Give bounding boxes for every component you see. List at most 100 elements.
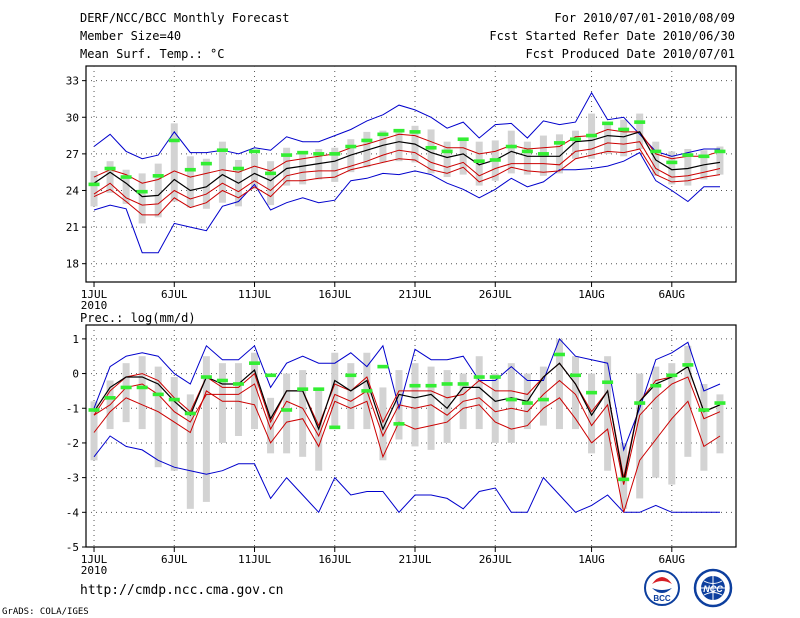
ensemble-box	[395, 130, 403, 162]
observation-marker	[537, 152, 549, 156]
variable-label-bottom: Prec.: log(mm/d)	[80, 311, 196, 325]
ensemble-box	[106, 161, 114, 193]
observation-marker	[521, 401, 533, 405]
observation-marker	[553, 352, 565, 357]
precipitation-plot-frame	[85, 324, 737, 548]
observation-marker	[361, 138, 373, 143]
y-tick-label: -4	[66, 506, 80, 519]
observation-marker	[184, 411, 196, 416]
observation-marker	[666, 160, 678, 165]
x-tick-label: 6AUG	[659, 553, 686, 566]
member-size: Member Size=40	[80, 29, 181, 43]
series-line-mean	[93, 362, 721, 482]
ensemble-box	[122, 363, 130, 423]
x-tick-label: 21JUL	[398, 288, 431, 301]
ensemble-box	[716, 146, 724, 175]
observation-marker	[88, 408, 100, 412]
x-tick-label: 6AUG	[659, 288, 686, 301]
temperature-lines	[93, 91, 721, 254]
ensemble-box	[122, 169, 130, 204]
y-tick-label: 33	[66, 75, 79, 88]
bcc-logo: BCC	[644, 570, 680, 606]
observation-marker	[505, 397, 517, 402]
grads-credit: GrADS: COLA/IGES	[2, 607, 89, 617]
ensemble-box	[90, 401, 98, 461]
observation-marker	[650, 383, 662, 388]
x-tick-label: 6JUL	[161, 288, 188, 301]
y-tick-label: 27	[66, 148, 79, 161]
bcc-logo-swirl-blue	[652, 588, 672, 593]
bcc-logo-text: BCC	[653, 594, 671, 603]
observation-marker	[618, 127, 630, 132]
ensemble-box	[475, 141, 483, 186]
series-line-lower	[93, 376, 721, 485]
observation-marker	[184, 167, 196, 172]
variable-label-top: Mean Surf. Temp.: °C	[80, 47, 225, 61]
series-line-max	[93, 337, 721, 452]
ncc-logo-text: NCC	[703, 584, 723, 594]
observation-marker	[136, 189, 148, 194]
bcc-logo-swirl-red	[652, 577, 672, 584]
ensemble-box	[154, 366, 162, 468]
x-tick-label: 1AUG	[578, 288, 605, 301]
temperature-chart: 18 21 24 27 30 33 1JUL 6JUL 11JUL 16JUL 21JUL 26JU…	[66, 65, 737, 312]
ensemble-box	[620, 119, 628, 157]
ensemble-box	[411, 363, 419, 447]
observation-marker	[265, 373, 277, 378]
ensemble-box	[299, 151, 307, 185]
ensemble-box	[684, 148, 692, 186]
observation-marker	[297, 387, 309, 391]
ncc-logo-grid	[701, 576, 725, 600]
precipitation-y-axis: -5 -4 -3 -2 -1 0 1	[66, 333, 86, 554]
figure-title: DERF/NCC/BCC Monthly Forecast	[80, 11, 290, 25]
ensemble-box	[555, 134, 563, 174]
observation-marker	[698, 154, 710, 159]
observation-marker	[281, 408, 293, 412]
temperature-grid	[86, 66, 736, 282]
observation-marker	[152, 174, 164, 178]
ensemble-box	[138, 173, 146, 224]
observation-marker	[345, 144, 357, 149]
forecast-period: For 2010/07/01-2010/08/09	[554, 11, 735, 25]
observation-marker	[457, 137, 469, 142]
observation-marker	[216, 148, 228, 153]
observation-marker	[634, 120, 646, 124]
ensemble-box	[170, 377, 178, 471]
observation-marker	[249, 149, 261, 154]
y-tick-label: 1	[72, 333, 79, 346]
observation-marker	[489, 158, 501, 162]
ensemble-box	[283, 373, 291, 454]
ensemble-box	[331, 352, 339, 430]
observation-marker	[570, 137, 582, 142]
precipitation-x-axis: 1JUL 6JUL 11JUL 16JUL 21JUL 26JUL 1AUG 6AUG 2010	[81, 547, 685, 577]
ensemble-box	[202, 158, 210, 209]
observation-marker	[313, 152, 325, 156]
observation-marker	[457, 382, 469, 386]
observation-marker	[200, 375, 212, 379]
y-tick-label: 0	[72, 368, 79, 381]
ncc-logo: NCC	[693, 568, 733, 608]
observation-marker	[441, 382, 453, 386]
temperature-y-axis: 18 21 24 27 30 33	[66, 75, 86, 271]
forecast-start-date: Fcst Started Refer Date 2010/06/30	[489, 29, 735, 43]
observation-marker	[586, 133, 598, 138]
temperature-x-axis: 1JUL 6JUL 11JUL 16JUL 21JUL 26JUL 1AUG 6AUG 2010	[81, 282, 685, 312]
ensemble-box	[186, 156, 194, 208]
ensemble-box	[475, 356, 483, 430]
observation-marker	[120, 175, 132, 179]
observation-marker	[602, 121, 614, 126]
ensemble-box	[379, 130, 387, 163]
x-tick-label: 11JUL	[238, 288, 271, 301]
observation-marker	[313, 387, 325, 391]
observation-marker	[650, 149, 662, 154]
x-tick-label: 26JUL	[479, 288, 512, 301]
ensemble-box	[347, 363, 355, 430]
ensemble-box	[267, 161, 275, 206]
ensemble-box	[267, 397, 275, 454]
observation-marker	[409, 383, 421, 388]
ensemble-box	[652, 366, 660, 478]
series-line-min	[93, 151, 720, 254]
ensemble-box	[251, 153, 259, 190]
observation-marker	[537, 397, 549, 402]
observation-marker	[634, 401, 646, 405]
